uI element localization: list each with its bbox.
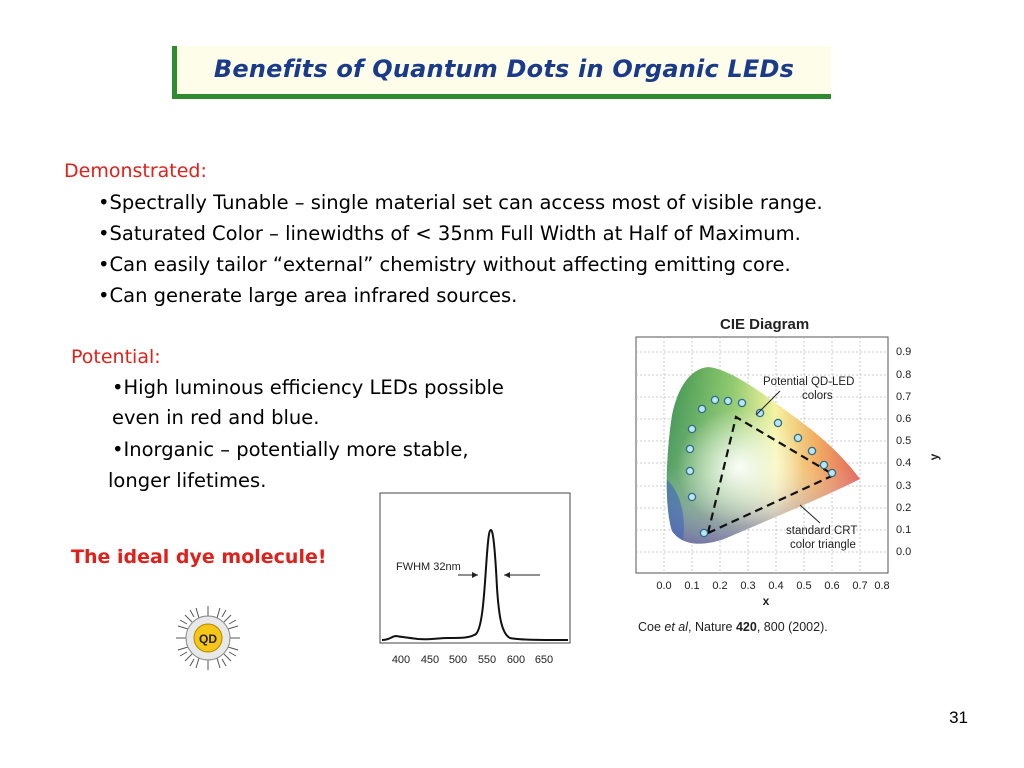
- crt-label-1: standard CRT: [786, 525, 857, 537]
- potential-line-3: •Inorganic – potentially more stable,: [112, 438, 469, 461]
- potential-line-4: longer lifetimes.: [108, 469, 267, 492]
- slide-title: Benefits of Quantum Dots in Organic LEDs: [213, 55, 795, 83]
- title-box: Benefits of Quantum Dots in Organic LEDs: [172, 46, 831, 99]
- spectrum-tick-label: 500: [449, 654, 467, 666]
- qd-led-points: [685, 395, 837, 538]
- cie-y-tick: 0.3: [896, 480, 911, 492]
- cie-y-tick: 0.7: [896, 391, 911, 403]
- potential-line-1: •High luminous efficiency LEDs possible: [112, 376, 504, 399]
- cie-x-tick: 0.5: [796, 580, 811, 592]
- cie-x-tick: 0.1: [684, 580, 699, 592]
- cie-x-tick: 0.3: [740, 580, 755, 592]
- citation-volume: 420: [736, 620, 757, 634]
- cie-y-tick: 0.6: [896, 413, 911, 425]
- demonstrated-bullet-1: •Spectrally Tunable – single material se…: [98, 191, 823, 214]
- fwhm-arrowhead-left: [472, 572, 478, 578]
- spectrum-tick-label: 400: [392, 654, 410, 666]
- citation-journal: , Nature: [688, 620, 736, 634]
- cie-y-tick: 0.4: [896, 457, 911, 469]
- cie-x-tick: 0.7: [852, 580, 867, 592]
- cie-diagram-figure: CIE Diagram Potential QD-LED colors stan…: [635, 316, 941, 634]
- citation-author: Coe: [638, 620, 664, 634]
- spectrum-frame: [379, 492, 571, 644]
- cie-y-tick: 0.0: [896, 546, 911, 558]
- cie-x-ticks: 0.0 0.1 0.2 0.3 0.4 0.5 0.6 0.7 0.8: [656, 580, 889, 592]
- cie-y-axis-label: y: [927, 453, 941, 460]
- qd-led-label-1: Potential QD-LED: [763, 376, 854, 388]
- page-number: 31: [949, 708, 968, 727]
- qd-led-label-2: colors: [802, 390, 833, 402]
- fwhm-arrowhead-right: [504, 572, 510, 578]
- cie-title: CIE Diagram: [720, 316, 809, 333]
- spectrum-tick-label: 550: [478, 654, 496, 666]
- cie-y-tick: 0.1: [896, 524, 911, 536]
- spectrum-tick-label: 650: [535, 654, 553, 666]
- cie-y-tick: 0.9: [896, 346, 911, 358]
- citation-etal: et al: [664, 620, 689, 634]
- cie-y-tick: 0.2: [896, 502, 911, 514]
- cie-x-tick: 0.4: [768, 580, 783, 592]
- potential-line-2: even in red and blue.: [112, 406, 320, 429]
- qd-label: QD: [199, 632, 217, 646]
- quantum-dot-icon: QD: [176, 606, 240, 670]
- citation-pages: , 800 (2002).: [757, 620, 828, 634]
- demonstrated-heading: Demonstrated:: [64, 160, 207, 182]
- cie-y-ticks: 0.9 0.8 0.7 0.6 0.5 0.4 0.3 0.2 0.1 0.0: [896, 346, 911, 558]
- qd-label-leader: [755, 390, 781, 416]
- potential-heading: Potential:: [71, 346, 161, 368]
- cie-x-tick: 0.6: [824, 580, 839, 592]
- crt-label-2: color triangle: [790, 539, 856, 551]
- spectrum-tick-label: 450: [421, 654, 439, 666]
- demonstrated-bullet-4: •Can generate large area infrared source…: [98, 284, 518, 307]
- demonstrated-bullet-3: •Can easily tailor “external” chemistry …: [98, 253, 791, 276]
- demonstrated-bullet-2: •Saturated Color – linewidths of < 35nm …: [98, 222, 801, 245]
- cie-x-tick: 0.8: [874, 580, 889, 592]
- crt-label-leader: [799, 504, 821, 524]
- crt-color-triangle: [706, 415, 837, 535]
- cie-x-tick: 0.0: [656, 580, 671, 592]
- fwhm-label: FWHM 32nm: [396, 561, 461, 573]
- cie-citation: Coe et al, Nature 420, 800 (2002).: [638, 620, 828, 634]
- spectrum-curve: [381, 528, 569, 641]
- cie-y-tick: 0.5: [896, 435, 911, 447]
- cie-y-tick: 0.8: [896, 369, 911, 381]
- cie-x-axis-label: x: [763, 594, 770, 608]
- ideal-dye-text: The ideal dye molecule!: [71, 546, 327, 568]
- spectrum-tick-label: 600: [507, 654, 525, 666]
- emission-spectrum-figure: FWHM 32nm 400 450 500 550 600 650: [379, 492, 571, 666]
- cie-x-tick: 0.2: [712, 580, 727, 592]
